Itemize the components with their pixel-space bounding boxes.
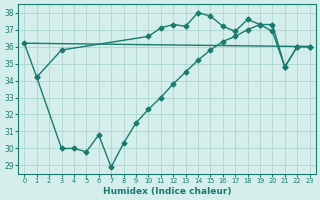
- X-axis label: Humidex (Indice chaleur): Humidex (Indice chaleur): [103, 187, 231, 196]
